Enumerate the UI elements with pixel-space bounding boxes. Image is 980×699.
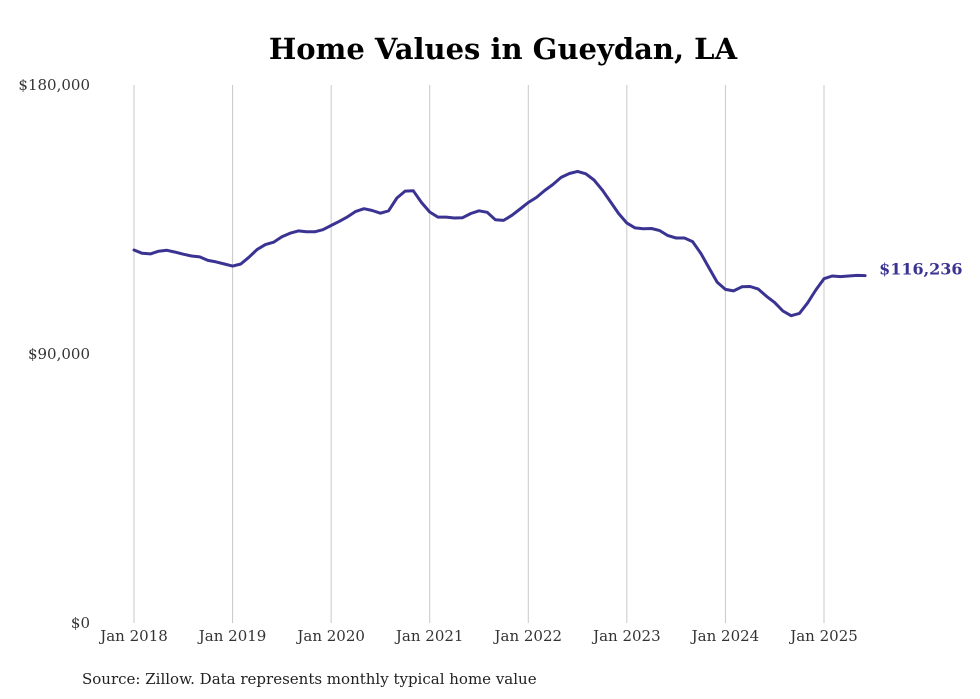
x-tick-label: Jan 2024 (690, 627, 760, 645)
x-tick-label: Jan 2023 (591, 627, 661, 645)
x-tick-label: Jan 2022 (493, 627, 563, 645)
x-tick-label: Jan 2025 (788, 627, 858, 645)
x-tick-label: Jan 2020 (295, 627, 365, 645)
y-tick-label: $180,000 (18, 76, 90, 94)
x-axis-ticks: Jan 2018 Jan 2019 Jan 2020 Jan 2021 Jan 2022… (98, 627, 858, 645)
y-tick-label: $0 (71, 614, 90, 632)
source-note: Source: Zillow. Data represents monthly … (82, 670, 537, 688)
series-layer (132, 169, 867, 318)
x-tick-label: Jan 2018 (98, 627, 168, 645)
y-axis-ticks: $0 $90,000 $180,000 (18, 76, 90, 632)
y-tick-label: $90,000 (28, 345, 90, 363)
chart-title: Home Values in Gueydan, LA (269, 32, 738, 66)
end-value-label: $116,236 (879, 260, 963, 279)
x-tick-label: Jan 2019 (197, 627, 267, 645)
x-tick-label: Jan 2021 (394, 627, 464, 645)
gridlines (133, 85, 825, 623)
series-line-0 (132, 169, 867, 318)
